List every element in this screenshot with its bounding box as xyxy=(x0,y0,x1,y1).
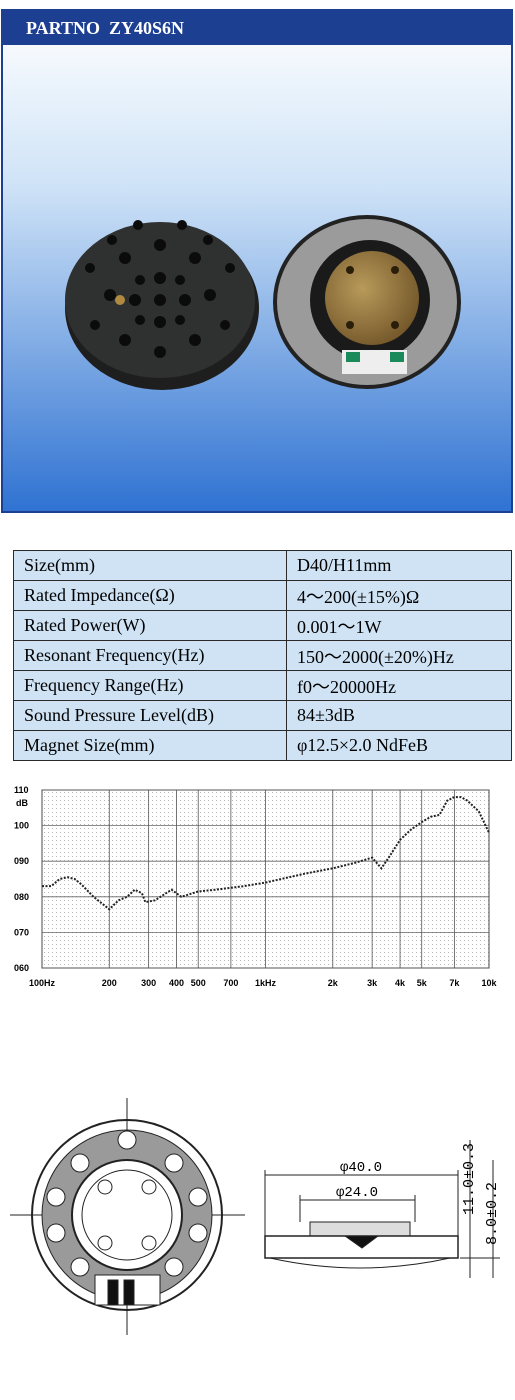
y-tick-label: 100 xyxy=(14,821,29,831)
spec-value: 150～2000(±20%)Hz xyxy=(286,640,512,671)
spec-label: Magnet Size(mm) xyxy=(13,730,287,761)
y-tick-label: 110 xyxy=(14,785,29,795)
spec-value: φ12.5×2.0 NdFeB xyxy=(286,730,512,761)
y-tick-label: 080 xyxy=(14,892,29,902)
x-tick-label: 2k xyxy=(328,978,339,988)
spec-label: Sound Pressure Level(dB) xyxy=(13,700,287,731)
spec-value: 4～200(±15%)Ω xyxy=(286,580,512,611)
x-tick-label: 500 xyxy=(191,978,206,988)
y-tick-label: 070 xyxy=(14,927,29,937)
x-tick-label: 5k xyxy=(417,978,428,988)
height-dimension: 11.0±0.3 xyxy=(461,1143,478,1215)
spec-row: Magnet Size(mm) φ12.5×2.0 NdFeB xyxy=(13,730,512,761)
spec-row: Frequency Range(Hz) f0～20000Hz xyxy=(13,670,512,701)
spec-label: Resonant Frequency(Hz) xyxy=(13,640,287,671)
spec-row: Resonant Frequency(Hz) 150～2000(±20%)Hz xyxy=(13,640,512,671)
spec-label: Rated Impedance(Ω) xyxy=(13,580,287,611)
spec-label: Rated Power(W) xyxy=(13,610,287,641)
x-tick-label: 400 xyxy=(169,978,184,988)
spec-value: 84±3dB xyxy=(286,700,512,731)
spec-row: Sound Pressure Level(dB) 84±3dB xyxy=(13,700,512,731)
spec-table: Size(mm) D40/H11mm Rated Impedance(Ω) 4～200… xyxy=(13,550,512,761)
spec-value: D40/H11mm xyxy=(286,550,512,581)
spec-label: Size(mm) xyxy=(13,550,287,581)
x-tick-label: 100Hz xyxy=(29,978,56,988)
x-tick-label: 1kHz xyxy=(255,978,277,988)
y-axis-unit: dB xyxy=(16,798,28,808)
spec-row: Size(mm) D40/H11mm xyxy=(13,550,512,581)
spec-value: f0～20000Hz xyxy=(286,670,512,701)
spec-row: Rated Impedance(Ω) 4～200(±15%)Ω xyxy=(13,580,512,611)
inner-diameter: φ24.0 xyxy=(336,1185,378,1201)
x-tick-label: 4k xyxy=(395,978,406,988)
y-tick-label: 090 xyxy=(14,856,29,866)
step-dimension: 8.0±0.2 xyxy=(484,1182,501,1245)
x-tick-label: 300 xyxy=(141,978,156,988)
x-tick-label: 3k xyxy=(367,978,378,988)
mechanical-drawing xyxy=(10,1098,500,1335)
x-tick-label: 700 xyxy=(223,978,238,988)
spec-row: Rated Power(W) 0.001～1W xyxy=(13,610,512,641)
part-number: PARTNO ZY40S6N xyxy=(26,18,184,38)
outer-diameter: φ40.0 xyxy=(340,1160,382,1176)
x-tick-label: 10k xyxy=(481,978,497,988)
speaker-back xyxy=(273,215,461,389)
x-tick-label: 200 xyxy=(102,978,117,988)
spec-label: Frequency Range(Hz) xyxy=(13,670,287,701)
speaker-front xyxy=(65,220,259,390)
y-tick-label: 060 xyxy=(14,963,29,973)
chart: 060 070 080 090 100 110 dB 100Hz 200 300 400 500 700… xyxy=(14,785,497,988)
spec-value: 0.001～1W xyxy=(286,610,512,641)
title-bar xyxy=(2,10,512,45)
x-tick-label: 7k xyxy=(449,978,460,988)
